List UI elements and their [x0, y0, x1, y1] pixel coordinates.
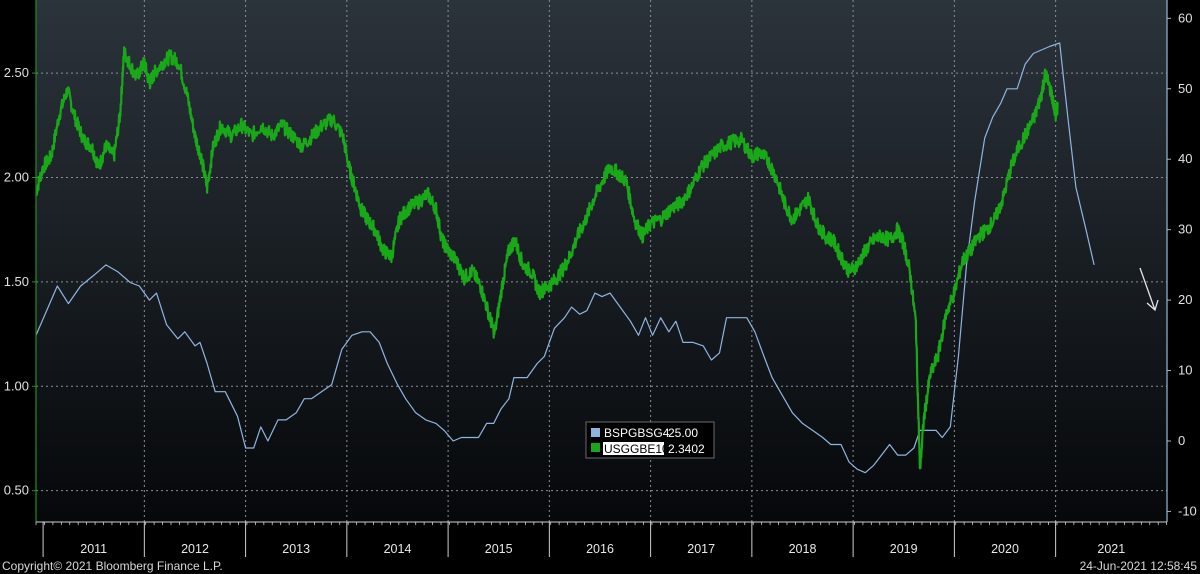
y-right-tick-label: -10 — [1178, 503, 1197, 518]
annotation-group — [1139, 267, 1159, 312]
series-line-bspgbsg4 — [36, 42, 1095, 474]
y-right-tick-label: 40 — [1178, 151, 1192, 166]
y-right-tick-label: 60 — [1178, 10, 1192, 25]
legend-name-usggbe10: USGGBE10 — [604, 442, 669, 456]
down-arrow-icon — [1139, 267, 1156, 311]
y-left-tick-label: 1.50 — [4, 274, 29, 289]
x-tick-label: 2020 — [991, 542, 1019, 556]
y-left-tick-label: 2.00 — [4, 169, 29, 184]
legend: BSPGBSG4 25.00 USGGBE10 2.3402 — [585, 421, 715, 459]
legend-value-usggbe10: 2.3402 — [668, 442, 705, 456]
y-right-tick-label: 30 — [1178, 222, 1192, 237]
y-left-tick-label: 1.00 — [4, 378, 29, 393]
copyright-text: Copyright© 2021 Bloomberg Finance L.P. — [2, 559, 223, 573]
legend-swatch-usggbe10 — [591, 443, 600, 452]
x-tick-label: 2015 — [485, 542, 513, 556]
x-tick-label: 2021 — [1097, 542, 1125, 556]
legend-name-highlight — [603, 442, 664, 455]
x-tick-label: 2014 — [384, 542, 412, 556]
legend-value-bspgbsg4: 25.00 — [668, 426, 698, 440]
grid-lines — [36, 0, 1167, 522]
legend-name-bspgbsg4: BSPGBSG4 — [604, 426, 670, 440]
axes-group — [32, 0, 1171, 557]
y-left-tick-label: 2.50 — [4, 65, 29, 80]
y-left-tick-label: 0.50 — [4, 483, 29, 498]
x-tick-label: 2012 — [181, 542, 209, 556]
y-right-tick-label: 10 — [1178, 363, 1192, 378]
y-right-tick-label: 50 — [1178, 81, 1192, 96]
x-tick-label: 2017 — [687, 542, 715, 556]
x-tick-label: 2019 — [890, 542, 918, 556]
y-right-tick-label: 0 — [1178, 433, 1185, 448]
x-tick-label: 2016 — [586, 542, 614, 556]
legend-swatch-bspgbsg4 — [591, 428, 600, 437]
series-line-usggbe10 — [36, 46, 1059, 470]
timestamp-text: 24-Jun-2021 12:58:45 — [1080, 559, 1198, 573]
series-group — [36, 42, 1095, 474]
y-right-tick-label: 20 — [1178, 292, 1192, 307]
tick-labels: 0.50 1.00 1.50 2.00 2.50 -10 0 10 20 30 40 50 60 2011… — [4, 10, 1197, 556]
arrow-head-icon — [1146, 299, 1159, 312]
x-tick-label: 2011 — [80, 542, 107, 556]
x-tick-label: 2018 — [789, 542, 817, 556]
x-tick-label: 2013 — [282, 542, 310, 556]
